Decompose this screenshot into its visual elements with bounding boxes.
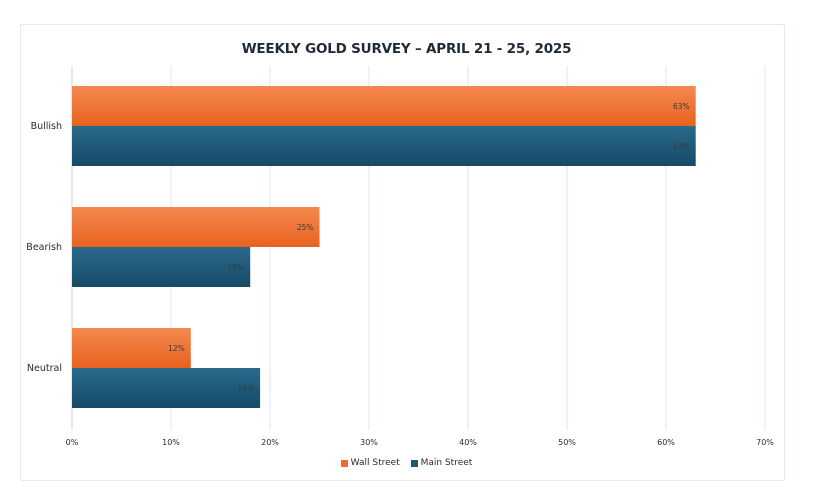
data-label: 18% bbox=[228, 263, 245, 272]
x-tick-label: 60% bbox=[657, 438, 675, 447]
bar-main-street-neutral bbox=[72, 368, 261, 408]
bar-main-street-bearish bbox=[72, 247, 251, 287]
data-label: 63% bbox=[673, 142, 690, 151]
legend-swatch-main-street bbox=[410, 459, 418, 467]
x-tick-label: 40% bbox=[459, 438, 477, 447]
category-label-bearish: Bearish bbox=[26, 242, 62, 253]
x-tick-label: 30% bbox=[360, 438, 378, 447]
bars bbox=[72, 86, 696, 408]
bar-main-street-bullish bbox=[72, 126, 696, 166]
legend-item-wall-street: Wall Street bbox=[340, 458, 400, 468]
bar-wall-street-bullish bbox=[72, 86, 696, 126]
data-label: 25% bbox=[297, 223, 314, 232]
bar-wall-street-bearish bbox=[72, 207, 320, 247]
category-label-bullish: Bullish bbox=[31, 121, 62, 132]
data-label: 12% bbox=[168, 344, 185, 353]
x-tick-label: 50% bbox=[558, 438, 576, 447]
legend: Wall Street Main Street bbox=[0, 458, 813, 470]
x-tick-label: 10% bbox=[162, 438, 180, 447]
x-tick-label: 70% bbox=[756, 438, 774, 447]
x-tick-label: 0% bbox=[66, 438, 79, 447]
legend-item-main-street: Main Street bbox=[410, 458, 473, 468]
category-label-neutral: Neutral bbox=[27, 363, 62, 374]
data-label: 19% bbox=[237, 384, 254, 393]
labels: 0% 10% 20% 30% 40% 50% 60% 70% Bullish Bearish Neu… bbox=[26, 102, 774, 447]
bar-wall-street-neutral bbox=[72, 328, 191, 368]
chart-title: WEEKLY GOLD SURVEY – APRIL 21 - 25, 2025 bbox=[241, 41, 572, 57]
legend-label-main-street: Main Street bbox=[420, 458, 473, 468]
x-tick-label: 20% bbox=[261, 438, 279, 447]
legend-label-wall-street: Wall Street bbox=[350, 458, 400, 468]
data-label: 63% bbox=[673, 102, 690, 111]
legend-swatch-wall-street bbox=[340, 459, 348, 467]
